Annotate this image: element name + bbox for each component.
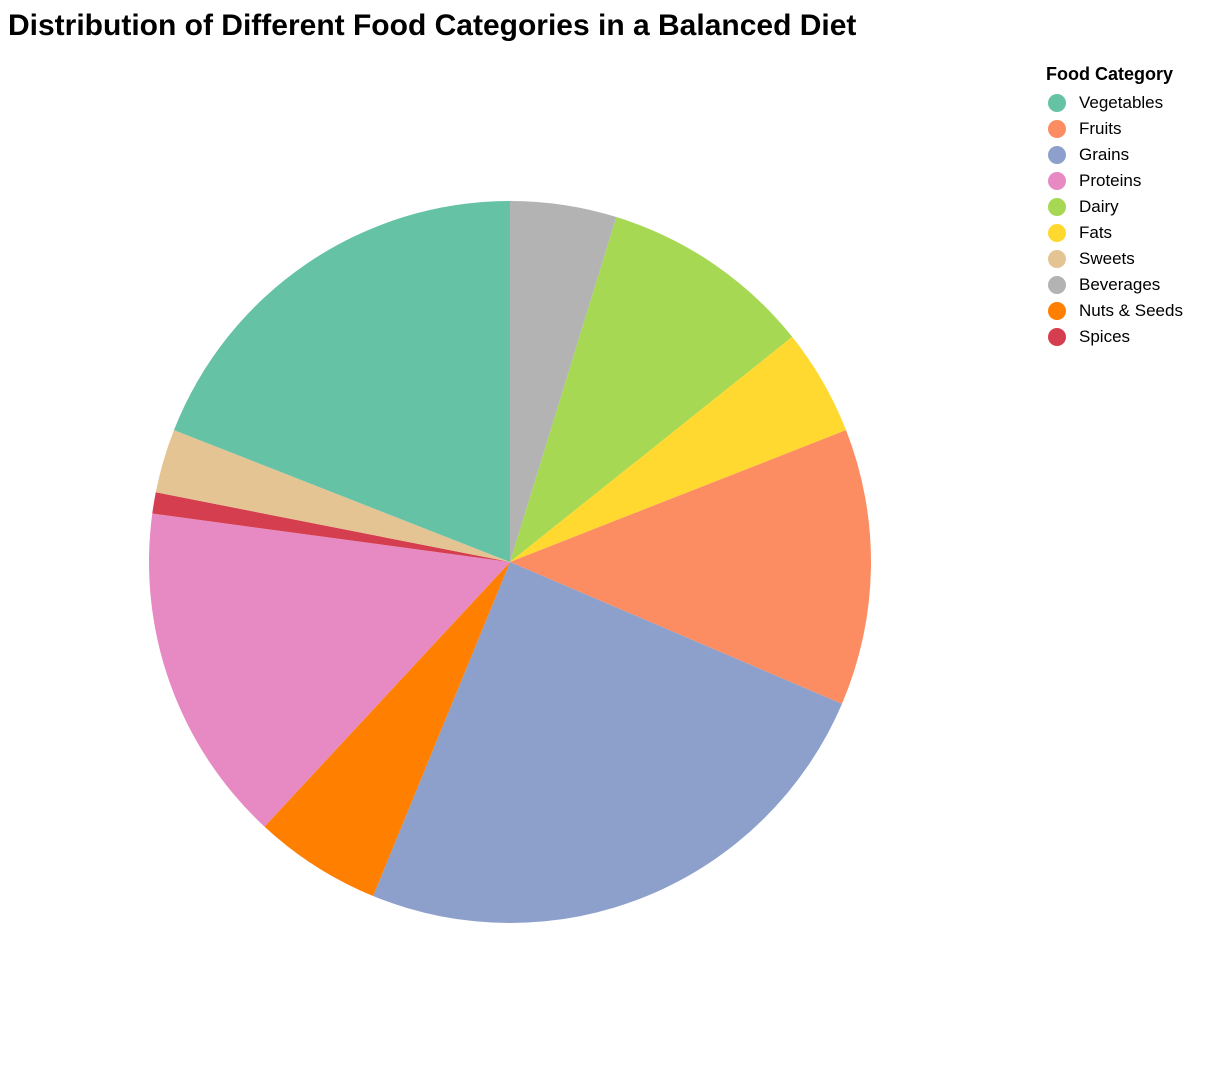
legend-swatch: [1048, 302, 1066, 320]
legend-label: Fruits: [1079, 119, 1122, 138]
legend-item-fats[interactable]: Fats: [1046, 220, 1183, 246]
legend-label: Nuts & Seeds: [1079, 301, 1183, 320]
legend-item-proteins[interactable]: Proteins: [1046, 168, 1183, 194]
legend-item-beverages[interactable]: Beverages: [1046, 272, 1183, 298]
slice-grains[interactable]: [373, 562, 842, 923]
legend-title: Food Category: [1046, 64, 1174, 84]
legend-item-dairy[interactable]: Dairy: [1046, 194, 1183, 220]
legend-item-fruits[interactable]: Fruits: [1046, 116, 1183, 142]
legend-label: Vegetables: [1079, 93, 1164, 112]
legend: Food Category Vegetables Fruits Grains Prot…: [1046, 62, 1183, 350]
chart-title: Distribution of Different Food Categorie…: [8, 9, 857, 42]
slice-vegetables[interactable]: [173, 201, 510, 562]
legend-label: Beverages: [1079, 275, 1161, 294]
legend-item-nuts-seeds[interactable]: Nuts & Seeds: [1046, 298, 1183, 324]
legend-swatch: [1048, 250, 1066, 268]
legend-label: Sweets: [1079, 249, 1135, 268]
slice-beverages[interactable]: [510, 201, 617, 562]
pie-slices: [148, 201, 871, 923]
legend-item-vegetables[interactable]: Vegetables: [1046, 90, 1183, 116]
legend-swatch: [1048, 276, 1066, 294]
slice-sweets[interactable]: [155, 430, 511, 562]
slice-spices[interactable]: [152, 492, 510, 562]
legend-swatch: [1048, 224, 1066, 242]
legend-swatch: [1048, 146, 1066, 164]
legend-label: Dairy: [1079, 197, 1119, 216]
legend-item-grains[interactable]: Grains: [1046, 142, 1183, 168]
legend-items: Vegetables Fruits Grains Proteins Dairy Fats S…: [1046, 90, 1183, 350]
legend-label: Spices: [1079, 327, 1131, 346]
legend-swatch: [1048, 94, 1066, 112]
legend-swatch: [1048, 172, 1066, 190]
legend-label: Grains: [1079, 145, 1130, 164]
slice-proteins[interactable]: [148, 513, 510, 827]
legend-label: Fats: [1079, 223, 1113, 242]
slice-fats[interactable]: [510, 336, 847, 562]
legend-swatch: [1048, 328, 1066, 346]
legend-item-spices[interactable]: Spices: [1046, 324, 1183, 350]
slice-dairy[interactable]: [510, 217, 793, 563]
legend-swatch: [1048, 120, 1066, 138]
legend-item-sweets[interactable]: Sweets: [1046, 246, 1183, 272]
slice-nuts-seeds[interactable]: [264, 562, 510, 897]
legend-label: Proteins: [1079, 171, 1142, 190]
legend-swatch: [1048, 198, 1066, 216]
slice-fruits[interactable]: [510, 430, 871, 704]
